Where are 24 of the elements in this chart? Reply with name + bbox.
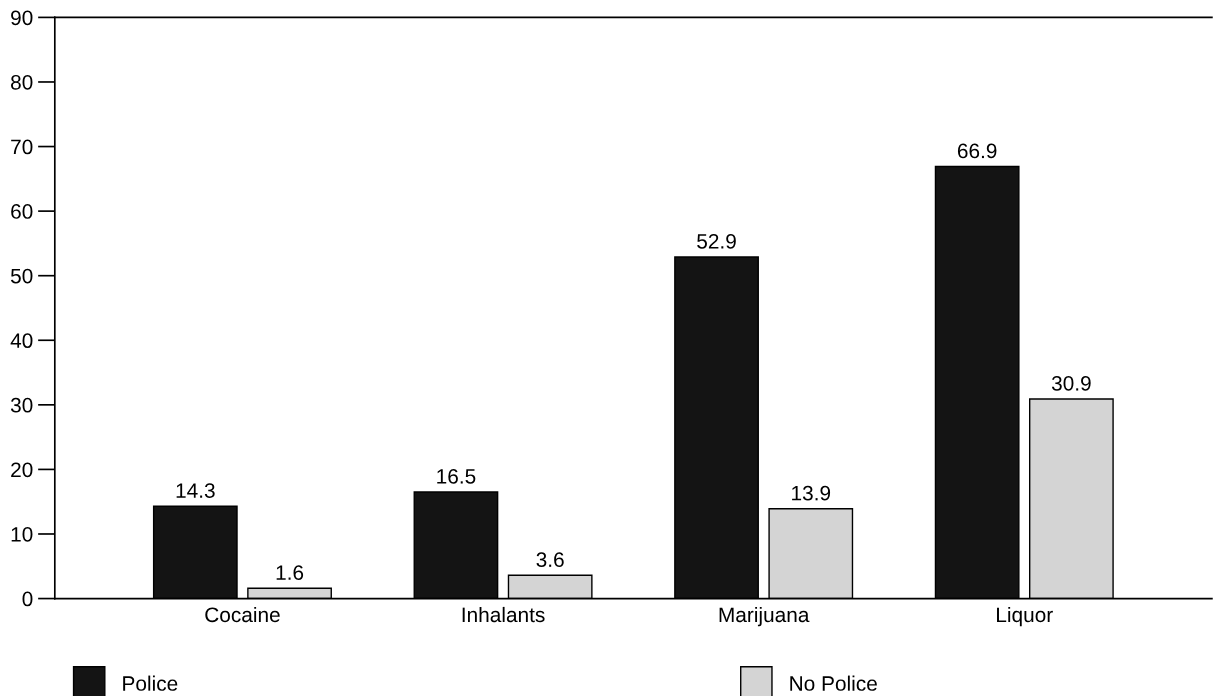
data-label: 52.9 [697, 233, 736, 249]
data-label: 66.9 [957, 143, 997, 159]
y-tick-label: 0 [22, 591, 33, 607]
y-tick-label: 70 [11, 139, 33, 155]
legend-label: No Police [790, 675, 877, 691]
data-label: 1.6 [276, 565, 304, 580]
y-tick-label: 50 [10, 268, 33, 284]
y-tick-label: 80 [11, 74, 33, 90]
legend-label: Police [123, 675, 178, 691]
x-tick-label: Liquor [997, 606, 1053, 627]
y-tick-label: 40 [10, 333, 33, 349]
x-tick-label: Cocaine [205, 606, 280, 623]
data-label: 16.5 [437, 468, 476, 484]
y-tick-label: 30 [10, 397, 33, 413]
data-label: 14.3 [176, 483, 215, 498]
y-tick-label: 20 [11, 462, 33, 478]
data-label: 30.9 [1051, 375, 1091, 391]
y-tick-label: 10 [11, 526, 33, 542]
data-label: 13.9 [792, 485, 831, 501]
data-label: 3.6 [536, 552, 564, 568]
x-tick-label: Inhalants [462, 606, 545, 623]
x-tick-label: Marijuana [719, 606, 810, 627]
y-tick-label: 90 [11, 10, 33, 26]
y-tick-label: 60 [11, 204, 33, 219]
